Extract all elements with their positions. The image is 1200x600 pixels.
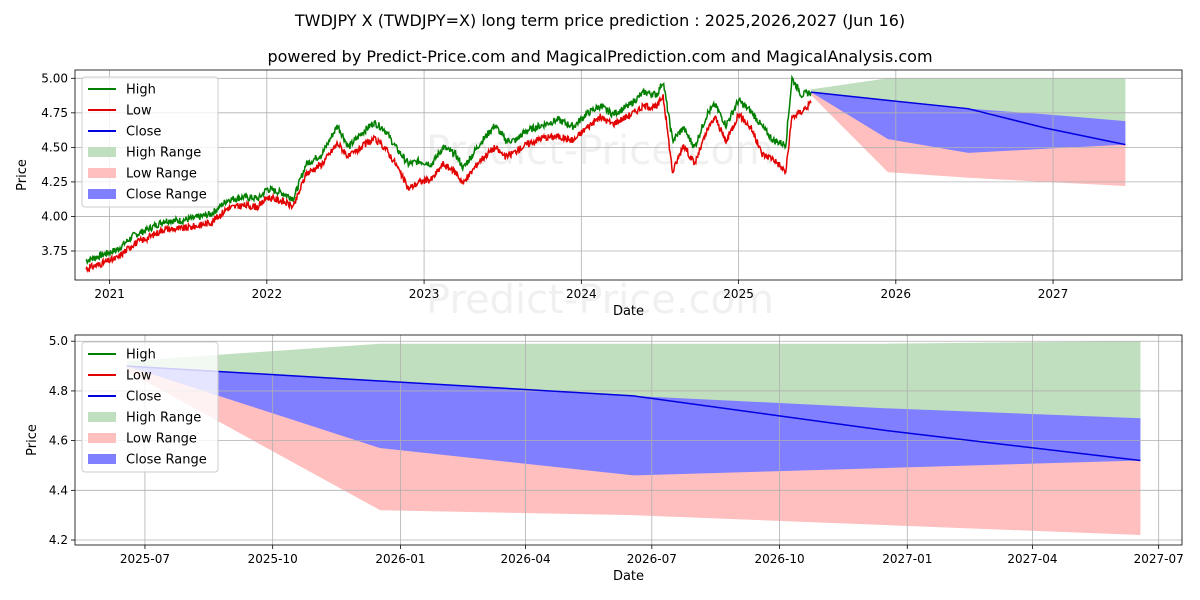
legend-label: Low Range [126, 432, 197, 447]
y-tick-label: 4.2 [49, 533, 68, 547]
legend-label: High Range [126, 146, 201, 161]
y-tick-label: 4.8 [49, 384, 68, 398]
y-tick-label: 5.00 [41, 71, 68, 85]
legend-swatch-patch [88, 454, 116, 464]
x-axis-label: Date [613, 304, 644, 319]
x-tick-label: 2023 [409, 287, 440, 301]
close-range-area [810, 92, 1126, 153]
legend-label: High Range [126, 411, 201, 426]
close-range-area [126, 366, 1141, 476]
x-tick-label: 2025 [723, 287, 754, 301]
chart-title: TWDJPY X (TWDJPY=X) long term price pred… [294, 11, 905, 30]
top-panel-long-term: Predict-Price.com Predict-Price.com 2021 20… [15, 69, 1183, 323]
low-line [85, 94, 812, 273]
y-tick-label: 5.0 [49, 334, 68, 348]
watermark-text: Predict-Price.com [426, 277, 774, 323]
legend-swatch-patch [88, 168, 116, 178]
y-tick-label: 4.4 [49, 483, 68, 497]
legend-label: High [126, 83, 156, 98]
high-range-area [126, 341, 1141, 461]
y-tick-label: 3.75 [41, 244, 68, 258]
close-line [126, 365, 1141, 462]
x-tick-label: 2021 [94, 287, 125, 301]
x-tick-label: 2027 [1038, 287, 1069, 301]
y-tick-label: 4.25 [41, 175, 68, 189]
plot-frame [74, 69, 1183, 281]
x-tick-label: 2027-01 [882, 552, 932, 566]
legend-label: Close Range [126, 453, 207, 468]
legend: High Low Close High Range Low Range Close Ran… [81, 341, 219, 473]
x-tick-label: 2027-04 [1007, 552, 1057, 566]
legend: High Low Close High Range Low Range Close Ran… [81, 76, 219, 208]
x-axis-label: Date [613, 569, 644, 584]
y-tick-label: 4.75 [41, 106, 68, 120]
x-tick-label: 2027-07 [1134, 552, 1184, 566]
legend-swatch-patch [88, 189, 116, 199]
legend-label: Close [126, 390, 161, 405]
y-tick-label: 4.50 [41, 140, 68, 154]
y-axis-label: Price [25, 424, 40, 456]
bottom-panel-forecast: Predict-Price.com2025-072025-102026-0120… [25, 334, 1184, 584]
x-tick-label: 2026-07 [627, 552, 677, 566]
legend-swatch-patch [88, 412, 116, 422]
x-tick-label: 2025-07 [120, 552, 170, 566]
legend-label: Close Range [126, 188, 207, 203]
x-tick-label: 2026-10 [754, 552, 804, 566]
high-line [85, 74, 812, 265]
x-tick-label: 2026 [881, 287, 912, 301]
legend-label: Low Range [126, 167, 197, 182]
close-line [810, 91, 1126, 146]
x-tick-label: 2026-01 [375, 552, 425, 566]
legend-label: Low [126, 104, 152, 119]
chart-subtitle: powered by Predict-Price.com and Magical… [267, 47, 932, 66]
x-tick-label: 2026-04 [501, 552, 551, 566]
legend-swatch-patch [88, 433, 116, 443]
legend-label: Low [126, 369, 152, 384]
legend-label: High [126, 348, 156, 363]
x-tick-label: 2024 [566, 287, 597, 301]
x-tick-label: 2025-10 [248, 552, 298, 566]
x-tick-label: 2022 [252, 287, 283, 301]
plot-frame [74, 334, 1183, 546]
legend-swatch-patch [88, 147, 116, 157]
watermark-text: Predict-Price.com [426, 128, 774, 174]
y-axis-label: Price [15, 159, 30, 191]
legend-label: Close [126, 125, 161, 140]
y-tick-label: 4.6 [49, 434, 68, 448]
y-tick-label: 4.00 [41, 209, 68, 223]
